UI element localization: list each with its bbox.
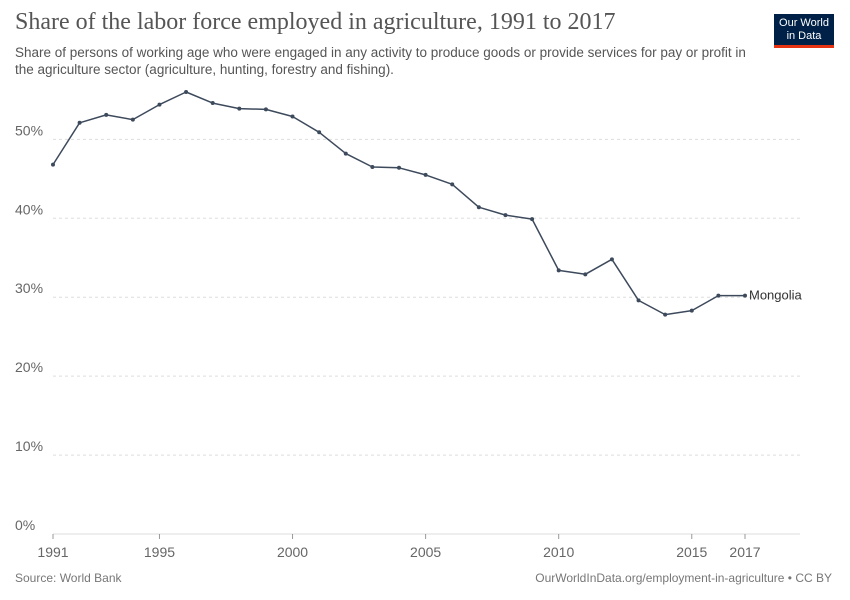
data-point[interactable] — [609, 257, 614, 262]
data-point[interactable] — [370, 164, 375, 169]
series-label-mongolia[interactable]: Mongolia — [749, 288, 803, 303]
series-layer: Mongolia — [51, 90, 803, 317]
data-point[interactable] — [530, 217, 535, 222]
source-url[interactable]: OurWorldInData.org/employment-in-agricul… — [535, 571, 832, 585]
data-point[interactable] — [130, 117, 135, 122]
data-point[interactable] — [743, 293, 747, 298]
logo-line-2: in Data — [786, 30, 822, 42]
chart-subtitle: Share of persons of working age who were… — [15, 45, 746, 77]
data-point[interactable] — [184, 90, 189, 94]
x-tick-label: 1995 — [144, 544, 175, 560]
data-point[interactable] — [343, 151, 348, 156]
data-point[interactable] — [210, 101, 215, 106]
x-tick-label: 1991 — [37, 544, 68, 560]
data-point[interactable] — [290, 114, 295, 119]
y-tick-label: 30% — [15, 280, 43, 296]
data-point[interactable] — [503, 213, 508, 218]
data-point[interactable] — [716, 293, 721, 298]
y-tick-label: 20% — [15, 359, 43, 375]
logo-line-1: Our World — [779, 17, 829, 29]
data-point[interactable] — [51, 162, 55, 167]
y-tick-label: 0% — [15, 517, 35, 533]
data-point[interactable] — [317, 130, 322, 135]
y-axis-ticks: 0% 10% 20% 30% 40% 50% — [15, 122, 43, 533]
source-note: Source: World Bank — [15, 571, 122, 585]
data-point[interactable] — [77, 120, 82, 125]
data-point[interactable] — [450, 182, 455, 187]
data-point[interactable] — [476, 205, 481, 210]
series-line-mongolia[interactable] — [52, 91, 745, 316]
x-axis-ticks: 1991 1995 2000 2005 2010 2015 2017 — [37, 534, 761, 560]
x-tick-label: 2015 — [676, 544, 707, 560]
data-point[interactable] — [104, 112, 109, 117]
data-point[interactable] — [689, 308, 694, 313]
data-point[interactable] — [423, 172, 428, 177]
data-point[interactable] — [636, 298, 641, 303]
x-tick-label: 2017 — [729, 544, 760, 560]
x-tick-label: 2000 — [277, 544, 308, 560]
data-point[interactable] — [263, 107, 268, 112]
y-tick-label: 40% — [15, 201, 43, 217]
x-tick-label: 2010 — [543, 544, 574, 560]
y-tick-label: 10% — [15, 438, 43, 454]
x-tick-label: 2005 — [410, 544, 441, 560]
data-point[interactable] — [157, 102, 162, 107]
data-point[interactable] — [237, 106, 242, 111]
grid-layer — [53, 138, 800, 535]
y-tick-label: 50% — [15, 122, 43, 138]
data-point[interactable] — [397, 165, 401, 170]
data-point[interactable] — [663, 312, 668, 317]
chart-title: Share of the labor force employed in agr… — [15, 9, 616, 35]
data-point[interactable] — [583, 272, 588, 277]
data-point[interactable] — [556, 268, 561, 273]
owid-logo[interactable]: Our World in Data — [774, 14, 834, 48]
